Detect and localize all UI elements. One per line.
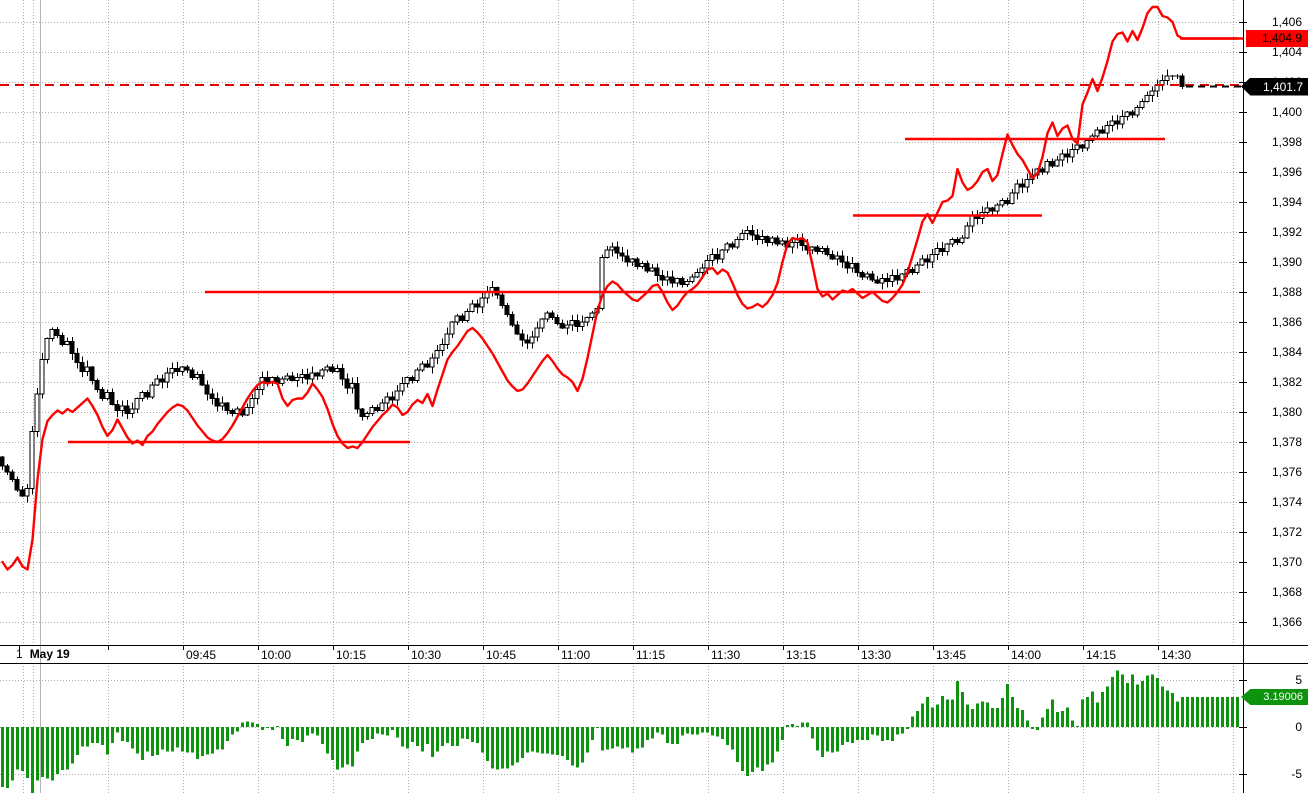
level-lines[interactable] [68,37,1243,444]
price-axis-label: 1,368 [1272,585,1302,599]
time-axis-label: 09:45 [186,648,216,662]
time-axis [0,645,1308,664]
time-axis-label: 14:30 [1161,648,1191,662]
date-month: May 19 [29,647,70,661]
price-axis-label: 1,384 [1272,345,1302,359]
price-axis-label: 1,400 [1272,105,1302,119]
date-label: 1 May 19 [16,647,70,662]
price-axis-label: 1,382 [1272,375,1302,389]
price-axis-label: 1,374 [1272,495,1302,509]
price-axis: 1,4061,4041,4021,4001,3981,3961,3941,392… [1239,15,1302,781]
indicator-axis-label: -5 [1291,767,1302,781]
indicator-value-marker: 3.19006 [1241,689,1308,705]
candlestick-series [0,69,1185,503]
indicator-axis-label: 0 [1295,720,1302,734]
time-axis-label: 10:30 [411,648,441,662]
indicator-axis-label: 5 [1295,673,1302,687]
price-axis-label: 1,396 [1272,165,1302,179]
time-axis-label: 13:15 [786,648,816,662]
time-axis-label: 10:00 [261,648,291,662]
date-day: 1 [16,647,23,661]
price-axis-label: 1,390 [1272,255,1302,269]
price-axis-label: 1,388 [1272,285,1302,299]
price-axis-label: 1,366 [1272,615,1302,629]
price-axis-label: 1,372 [1272,525,1302,539]
price-axis-label: 1,406 [1272,15,1302,29]
price-axis-label: 1,370 [1272,555,1302,569]
last-price-marker: 1,401.7 [1241,77,1308,96]
price-axis-label: 1,398 [1272,135,1302,149]
time-axis-label: 10:15 [336,648,366,662]
overlay-line-series [1,5,1239,571]
grid-lines [0,0,1243,793]
price-axis-label: 1,376 [1272,465,1302,479]
overlay-line-price-marker: 1,404.9 [1246,30,1308,47]
time-axis-label: 11:00 [561,648,590,662]
time-axis-label: 13:30 [861,648,891,662]
time-axis-label: 13:45 [936,648,966,662]
time-axis-label: 14:15 [1086,648,1116,662]
time-axis-label: 11:15 [636,648,665,662]
price-axis-label: 1,394 [1272,195,1302,209]
histogram-series [1,670,1239,793]
time-axis-label: 10:45 [486,648,516,662]
price-axis-label: 1,378 [1272,435,1302,449]
time-axis-label: 11:30 [711,648,740,662]
price-axis-label: 1,392 [1272,225,1302,239]
price-axis-label: 1,380 [1272,405,1302,419]
time-axis-label: 14:00 [1011,648,1041,662]
price-axis-label: 1,404 [1272,45,1302,59]
price-axis-label: 1,386 [1272,315,1302,329]
